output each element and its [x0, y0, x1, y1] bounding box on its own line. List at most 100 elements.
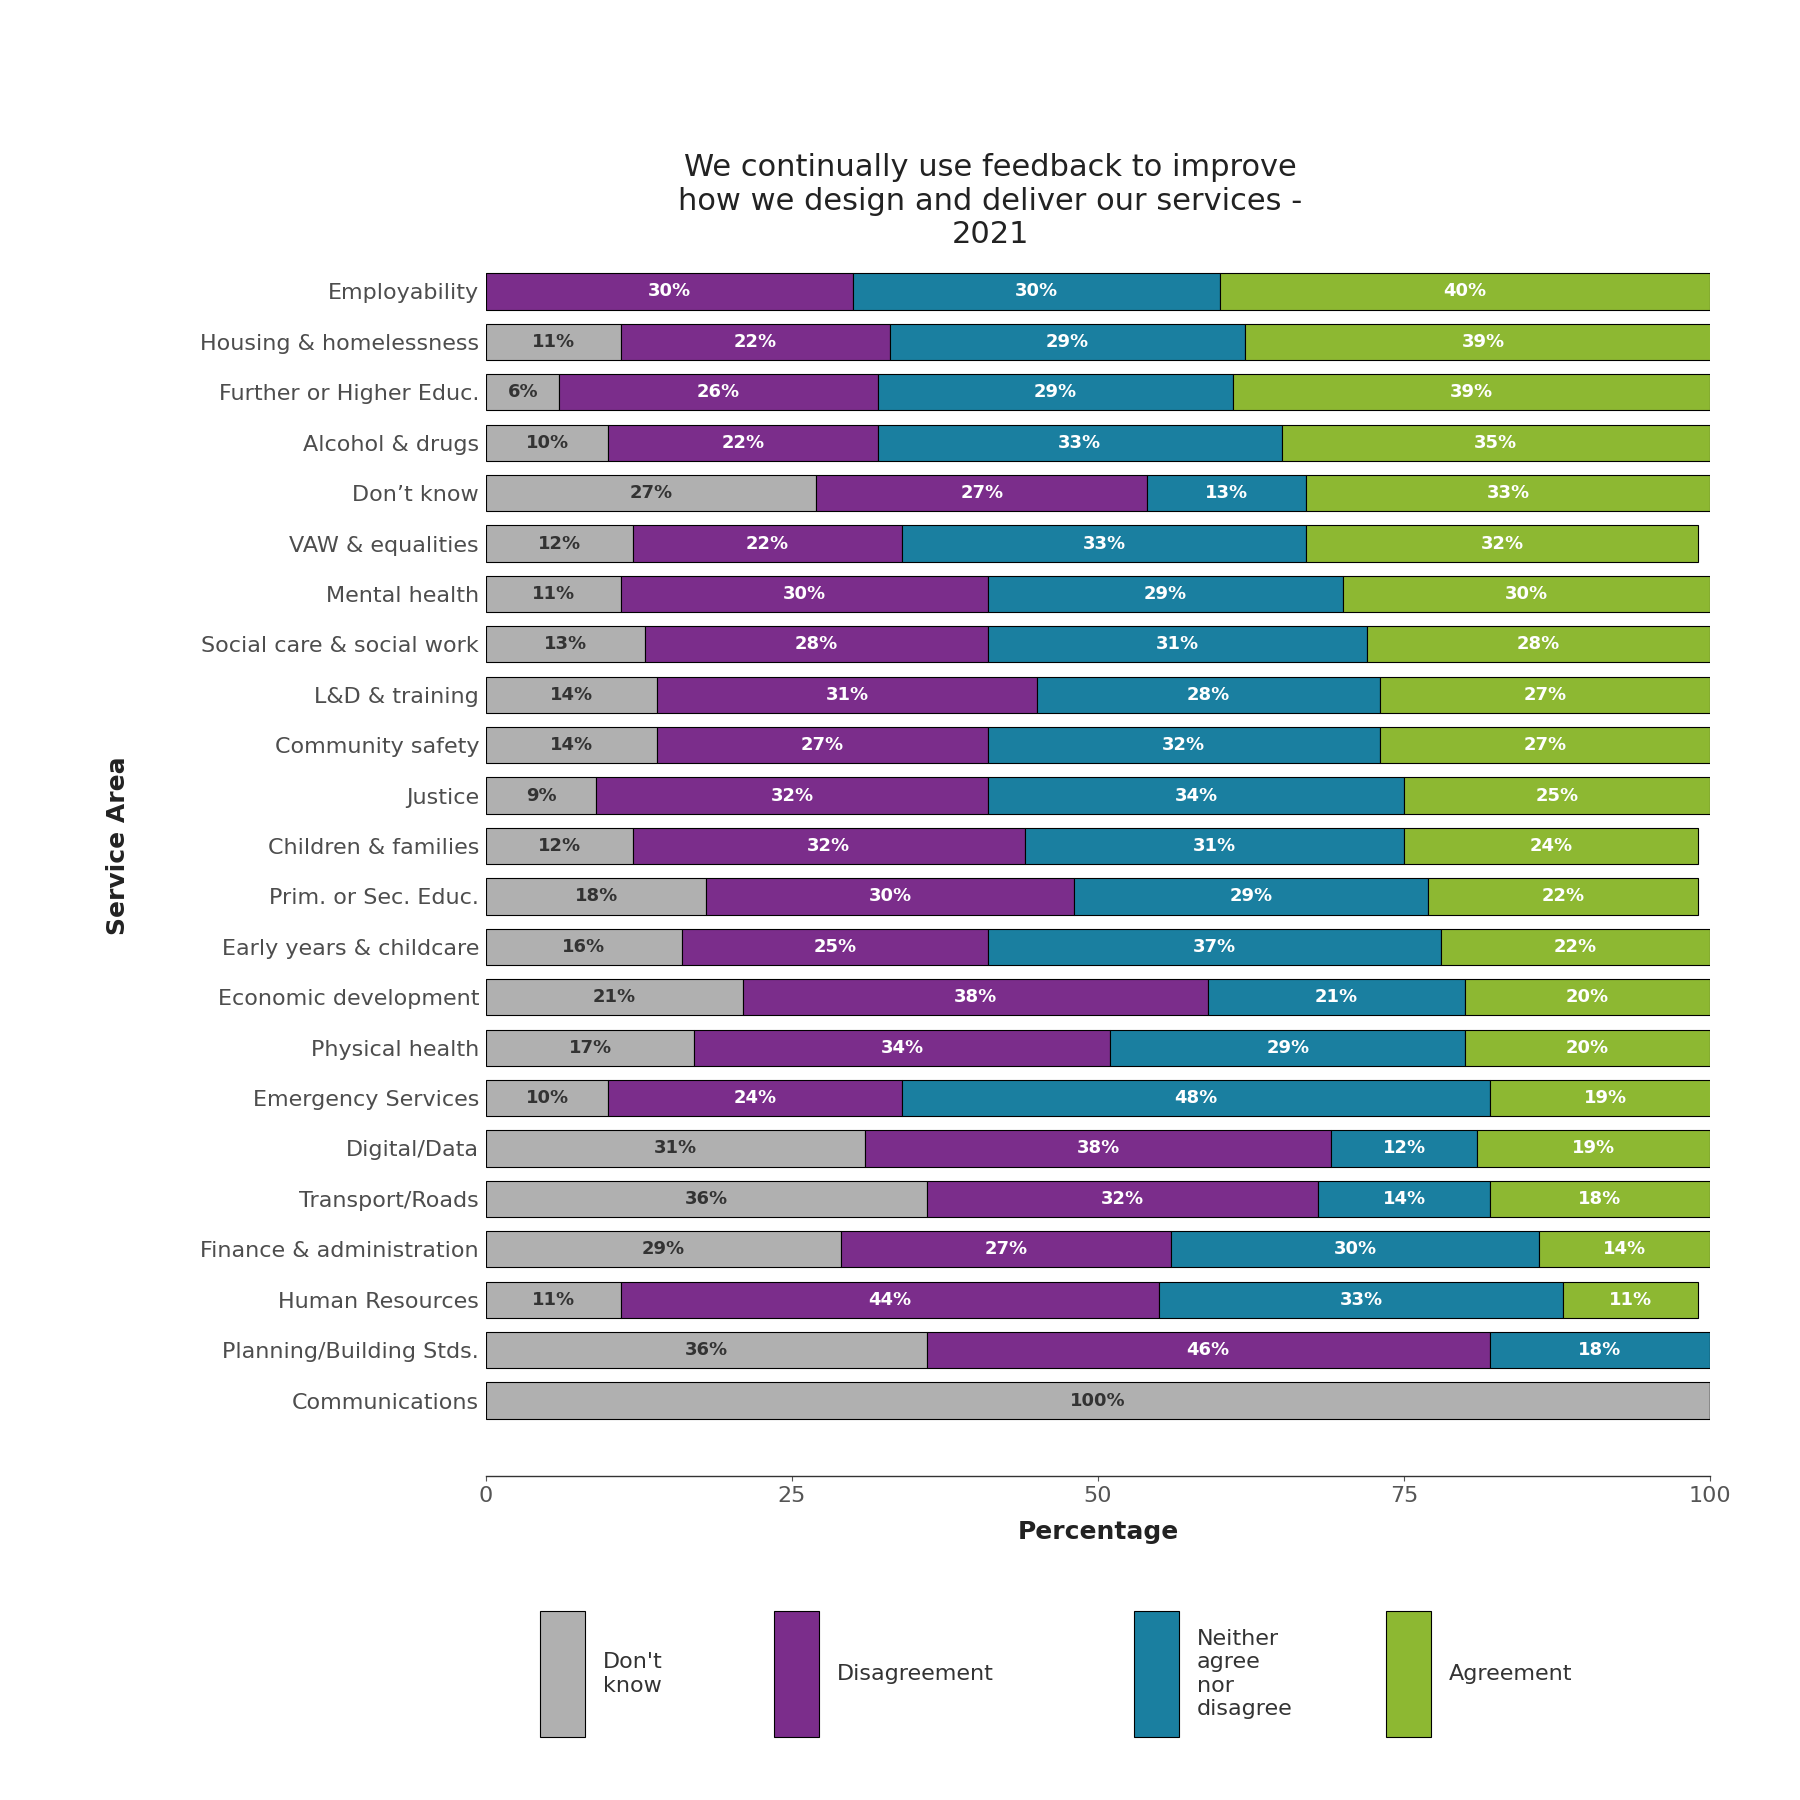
Bar: [1172, 1231, 1539, 1267]
Text: 32%: 32%: [1480, 535, 1523, 553]
Bar: [1208, 979, 1465, 1015]
Text: 31%: 31%: [1156, 635, 1199, 653]
Text: 12%: 12%: [1382, 1139, 1426, 1157]
Bar: [486, 979, 743, 1015]
Bar: [644, 626, 988, 662]
Bar: [1159, 1282, 1562, 1318]
Text: We continually use feedback to improve
how we design and deliver our services -
: We continually use feedback to improve h…: [679, 153, 1301, 248]
Bar: [486, 1282, 621, 1318]
Text: 14%: 14%: [551, 736, 594, 754]
Text: 29%: 29%: [643, 1240, 686, 1258]
Text: 19%: 19%: [1584, 1089, 1627, 1107]
X-axis label: Percentage: Percentage: [1017, 1519, 1179, 1544]
Text: 27%: 27%: [959, 484, 1003, 502]
Text: 9%: 9%: [526, 787, 556, 805]
Text: 32%: 32%: [1102, 1190, 1145, 1208]
Text: 30%: 30%: [868, 887, 911, 905]
Text: Disagreement: Disagreement: [837, 1663, 994, 1685]
Bar: [1440, 929, 1710, 965]
Bar: [853, 274, 1220, 310]
Text: 39%: 39%: [1462, 333, 1505, 351]
Text: 33%: 33%: [1082, 535, 1125, 553]
Bar: [1111, 1030, 1465, 1066]
Bar: [927, 1181, 1318, 1217]
Text: 26%: 26%: [697, 383, 740, 401]
Bar: [486, 425, 608, 461]
Bar: [1539, 1231, 1710, 1267]
Bar: [988, 626, 1368, 662]
Text: 11%: 11%: [1609, 1291, 1652, 1309]
Bar: [634, 526, 902, 562]
Text: 32%: 32%: [770, 787, 814, 805]
Text: 28%: 28%: [1517, 635, 1561, 653]
Bar: [706, 878, 1073, 914]
Text: 11%: 11%: [531, 585, 574, 603]
Bar: [1465, 1030, 1710, 1066]
Text: 10%: 10%: [526, 1089, 569, 1107]
Bar: [902, 526, 1307, 562]
Bar: [486, 778, 596, 814]
Text: 30%: 30%: [1015, 283, 1058, 301]
Text: 44%: 44%: [868, 1291, 911, 1309]
Bar: [486, 576, 621, 612]
Bar: [1307, 475, 1710, 511]
Bar: [988, 727, 1379, 763]
Bar: [634, 828, 1024, 864]
Text: 18%: 18%: [1579, 1341, 1622, 1359]
Bar: [866, 1130, 1330, 1166]
Bar: [841, 1231, 1172, 1267]
Bar: [486, 526, 634, 562]
Bar: [988, 929, 1440, 965]
Bar: [486, 374, 560, 410]
Text: 31%: 31%: [826, 686, 869, 704]
Text: 36%: 36%: [684, 1341, 727, 1359]
Text: 34%: 34%: [880, 1039, 923, 1057]
Text: 20%: 20%: [1566, 1039, 1609, 1057]
Text: 28%: 28%: [1186, 686, 1229, 704]
Text: 29%: 29%: [1143, 585, 1186, 603]
Bar: [1478, 1130, 1710, 1166]
Text: 100%: 100%: [1071, 1391, 1125, 1409]
Text: 32%: 32%: [806, 837, 850, 855]
Bar: [486, 475, 817, 511]
Text: 19%: 19%: [1571, 1139, 1615, 1157]
Text: 12%: 12%: [538, 535, 581, 553]
Text: 37%: 37%: [1193, 938, 1237, 956]
Bar: [657, 677, 1037, 713]
Bar: [1429, 878, 1697, 914]
Bar: [817, 475, 1147, 511]
Bar: [889, 324, 1246, 360]
Text: 24%: 24%: [734, 1089, 778, 1107]
Text: 33%: 33%: [1339, 1291, 1382, 1309]
Text: 35%: 35%: [1474, 434, 1517, 452]
Text: 22%: 22%: [1553, 938, 1597, 956]
Bar: [486, 324, 621, 360]
Bar: [1233, 374, 1710, 410]
Text: 27%: 27%: [985, 1240, 1028, 1258]
Text: 34%: 34%: [1174, 787, 1217, 805]
Bar: [1307, 526, 1697, 562]
Bar: [1318, 1181, 1490, 1217]
Text: 39%: 39%: [1449, 383, 1492, 401]
Bar: [927, 1332, 1490, 1368]
Bar: [621, 576, 988, 612]
Bar: [486, 1382, 1710, 1418]
Bar: [1379, 727, 1710, 763]
Text: 22%: 22%: [734, 333, 778, 351]
Bar: [608, 425, 878, 461]
Text: 27%: 27%: [801, 736, 844, 754]
Bar: [988, 576, 1343, 612]
Bar: [1465, 979, 1710, 1015]
Bar: [1404, 828, 1697, 864]
Bar: [878, 374, 1233, 410]
Text: 11%: 11%: [531, 333, 574, 351]
Text: 29%: 29%: [1033, 383, 1076, 401]
Text: 48%: 48%: [1174, 1089, 1217, 1107]
Bar: [621, 1282, 1159, 1318]
Text: 31%: 31%: [1193, 837, 1237, 855]
Text: 14%: 14%: [1382, 1190, 1426, 1208]
Bar: [486, 1130, 866, 1166]
Text: 6%: 6%: [508, 383, 538, 401]
Text: 25%: 25%: [814, 938, 857, 956]
Bar: [1330, 1130, 1478, 1166]
